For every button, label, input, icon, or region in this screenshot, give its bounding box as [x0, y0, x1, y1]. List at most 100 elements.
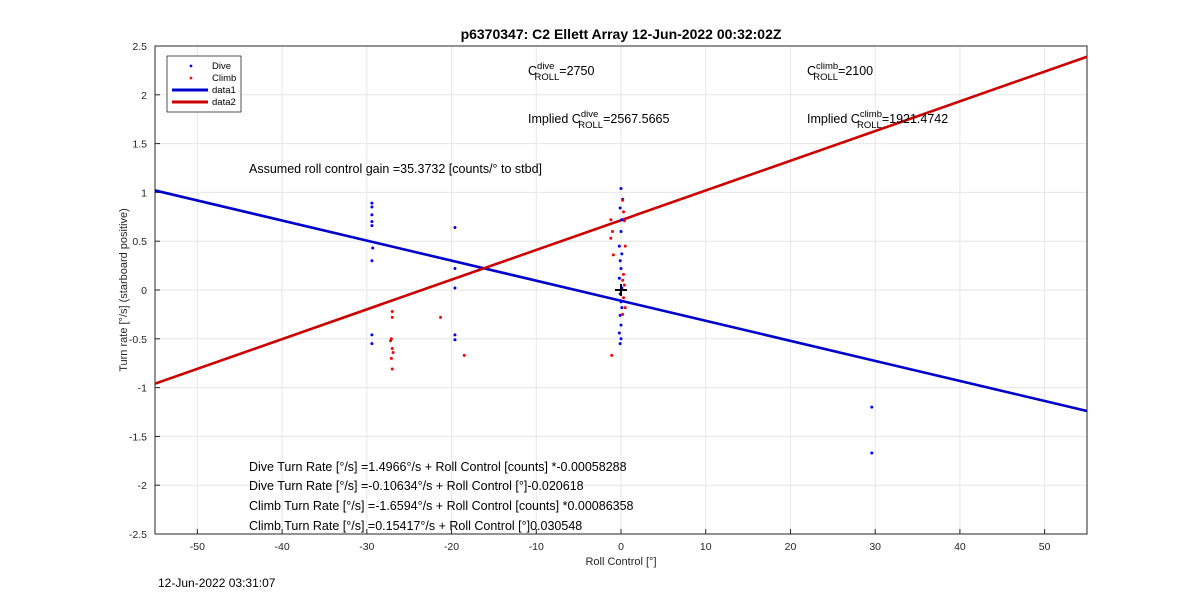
x-tick-label: 10 [700, 541, 712, 553]
dive-equation-counts: Dive Turn Rate [°/s] =1.4966°/s + Roll C… [249, 460, 627, 474]
implied-c-roll-climb-annotation: Implied Cclimb ROLL=1921.4742 [807, 109, 948, 131]
x-tick-label: 50 [1039, 541, 1051, 553]
roll-gain-annotation: Assumed roll control gain =35.3732 [coun… [249, 162, 542, 176]
chart-title: p6370347: C2 Ellett Array 12-Jun-2022 00… [461, 26, 782, 42]
climb-equation-counts: Climb Turn Rate [°/s] =-1.6594°/s + Roll… [249, 499, 634, 513]
y-tick-label: 1.5 [132, 139, 147, 151]
legend-data1-label: data1 [212, 85, 236, 96]
point-dive [618, 206, 622, 210]
x-tick-label: 20 [785, 541, 797, 553]
climb-equation-degrees: Climb Turn Rate [°/s] =0.15417°/s + Roll… [249, 519, 582, 533]
point-dive [453, 333, 457, 337]
point-dive [617, 331, 621, 335]
data-points [370, 186, 874, 455]
point-dive [370, 224, 374, 228]
point-dive [618, 313, 622, 317]
x-tick-label: -50 [190, 541, 205, 553]
point-dive [453, 338, 457, 342]
point-climb [622, 272, 626, 276]
x-tick-label: -40 [274, 541, 289, 553]
c-roll-climb-annotation: Cclimb ROLL=2100 [807, 61, 873, 83]
point-dive [620, 218, 624, 222]
point-dive [619, 300, 623, 304]
x-tick-label: -20 [444, 541, 459, 553]
y-tick-label: 2 [141, 90, 147, 102]
legend-climb-label: Climb [212, 73, 236, 84]
point-dive [453, 226, 457, 230]
point-climb [610, 353, 614, 357]
point-climb [623, 244, 627, 248]
y-tick-label: -2.5 [129, 529, 147, 541]
point-climb [623, 306, 627, 310]
legend-climb-swatch [189, 76, 193, 80]
point-climb [611, 253, 615, 257]
point-dive [370, 201, 374, 205]
point-dive [618, 259, 622, 263]
point-climb [462, 353, 466, 357]
point-climb [609, 218, 613, 222]
x-tick-label: -10 [529, 541, 544, 553]
point-climb [622, 296, 626, 300]
point-climb [622, 210, 626, 214]
dive-equation-degrees: Dive Turn Rate [°/s] =-0.10634°/s + Roll… [249, 479, 584, 493]
point-climb [390, 315, 394, 319]
legend: Dive Climb data1 data2 [166, 55, 242, 113]
y-tick-label: -1.5 [129, 431, 147, 443]
point-dive [619, 323, 623, 327]
point-climb [609, 236, 613, 240]
c-roll-dive-annotation: Cdive ROLL=2750 [528, 61, 594, 83]
point-climb [390, 347, 394, 351]
legend-dive-swatch [189, 64, 193, 68]
point-climb [391, 350, 395, 354]
point-dive [619, 186, 623, 190]
x-tick-label: -30 [359, 541, 374, 553]
point-dive [619, 267, 623, 271]
y-tick-label: 1 [141, 187, 147, 199]
point-dive [870, 405, 874, 409]
point-dive [370, 213, 374, 217]
point-dive [618, 342, 622, 346]
point-dive [371, 246, 375, 250]
point-dive [370, 220, 374, 224]
point-climb [621, 278, 625, 282]
point-dive [370, 205, 374, 209]
point-dive [620, 252, 624, 256]
y-tick-label: -0.5 [129, 334, 147, 346]
point-dive [370, 342, 374, 346]
origin-marker [615, 284, 627, 296]
point-climb [389, 339, 393, 343]
y-axis-label: Turn rate [°/s] (starboard positive) [118, 208, 130, 372]
point-dive [619, 337, 623, 341]
footer-timestamp: 12-Jun-2022 03:31:07 [158, 576, 276, 590]
y-tick-label: 0 [141, 285, 147, 297]
point-climb [622, 219, 626, 223]
point-dive [370, 259, 374, 263]
point-dive [619, 229, 623, 233]
y-tick-label: 2.5 [132, 41, 147, 53]
point-dive [617, 244, 621, 248]
point-dive [453, 286, 457, 290]
point-climb [621, 312, 625, 316]
point-dive [617, 276, 621, 280]
point-climb [622, 283, 626, 287]
y-tick-label: 0.5 [132, 236, 147, 248]
x-axis-label: Roll Control [°] [585, 556, 656, 568]
point-climb [389, 356, 393, 360]
point-dive [870, 451, 874, 455]
point-climb [390, 367, 394, 371]
x-tick-label: 40 [954, 541, 966, 553]
y-tick-label: -1 [138, 383, 147, 395]
point-dive [453, 267, 457, 271]
legend-dive-label: Dive [212, 61, 231, 72]
point-climb [390, 309, 394, 313]
point-climb [621, 198, 625, 202]
point-climb [611, 229, 615, 233]
axis-ticks: -50 -40 -30 -20 -10 0 10 20 30 40 50-2.5-2-1.5-1-0… [129, 41, 1051, 553]
implied-c-roll-dive-annotation: Implied Cdive ROLL=2567.5665 [528, 109, 670, 131]
y-tick-label: -2 [138, 480, 147, 492]
point-dive [620, 306, 624, 310]
point-climb [439, 315, 443, 319]
x-tick-label: 0 [618, 541, 624, 553]
x-tick-label: 30 [869, 541, 881, 553]
